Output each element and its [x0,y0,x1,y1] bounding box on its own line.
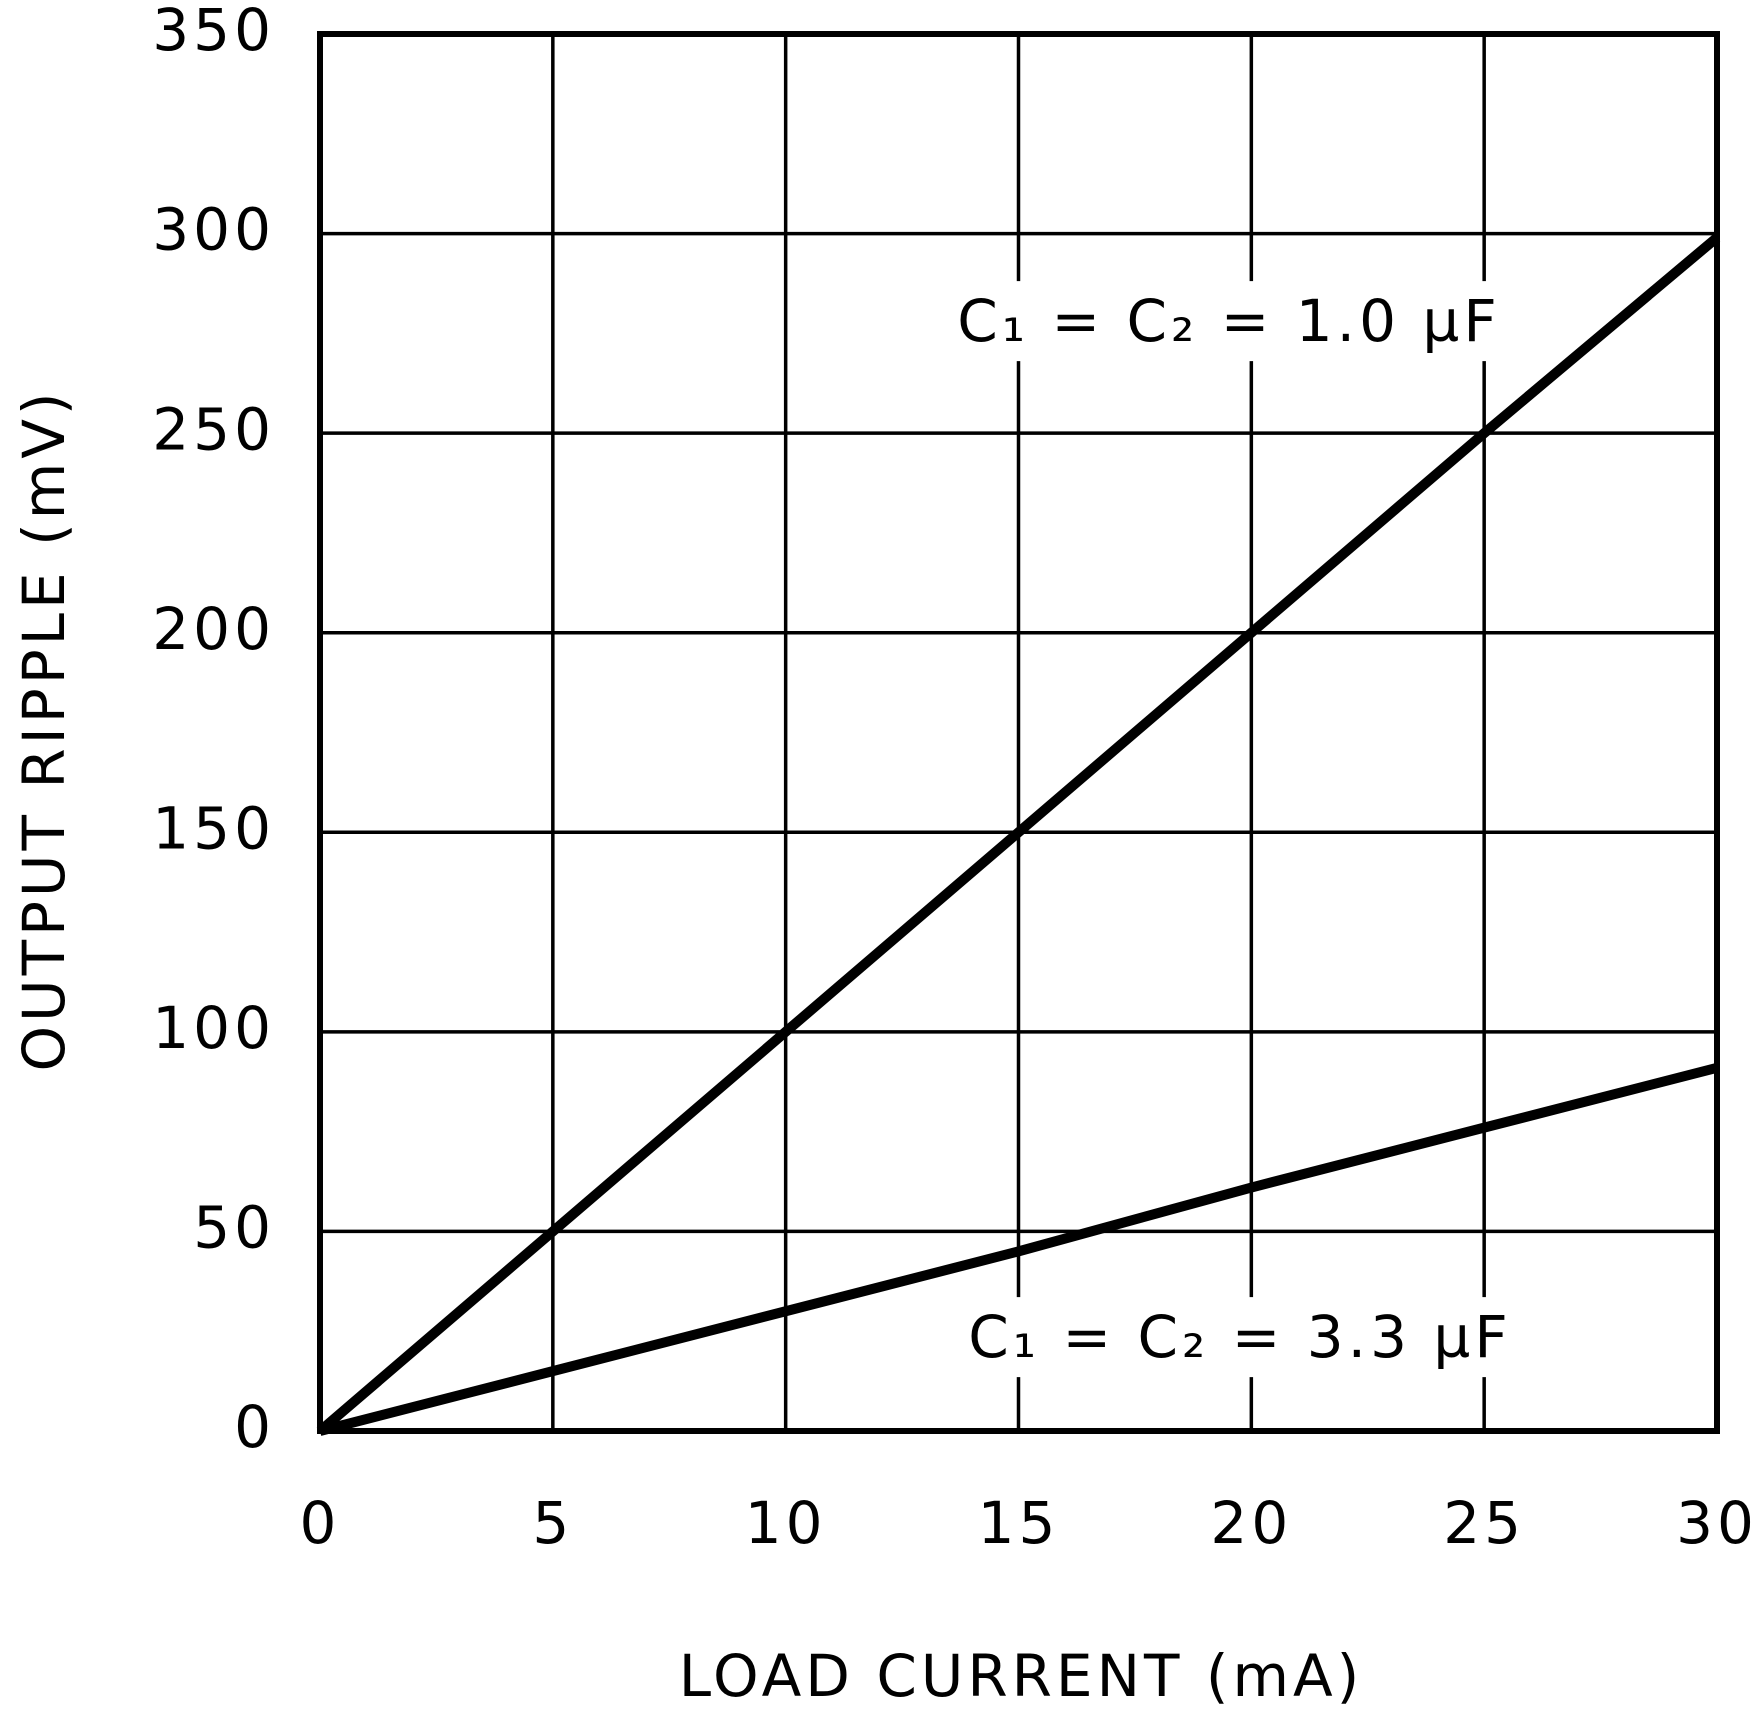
y-tick-label: 200 [152,595,275,663]
y-tick-label: 50 [193,1194,275,1262]
y-tick-label: 100 [152,994,275,1062]
plot-frame [317,31,1720,1434]
x-tick-label: 15 [978,1489,1060,1557]
series-label: C₁ = C₂ = 3.3 µF [968,1303,1511,1371]
series-label: C₁ = C₂ = 1.0 µF [957,287,1500,355]
x-tick-label: 10 [745,1489,827,1557]
label-background [960,1297,1520,1378]
y-tick-label: 350 [152,0,275,64]
x-tick-label: 20 [1210,1489,1292,1557]
x-axis-title: LOAD CURRENT (mA) [679,1642,1364,1710]
y-tick-label: 300 [152,196,275,264]
x-tick-label: 25 [1443,1489,1525,1557]
y-tick-label: 0 [234,1393,275,1461]
x-tick-label: 5 [532,1489,573,1557]
series-line [318,1062,1719,1436]
y-axis-title: OUTPUT RIPPLE (mV) [10,388,78,1071]
x-tick-label: 30 [1676,1489,1758,1557]
series-line [316,233,1721,1435]
y-tick-label: 150 [152,794,275,862]
label-background [949,281,1509,362]
y-tick-label: 250 [152,395,275,463]
x-tick-label: 0 [300,1489,341,1557]
